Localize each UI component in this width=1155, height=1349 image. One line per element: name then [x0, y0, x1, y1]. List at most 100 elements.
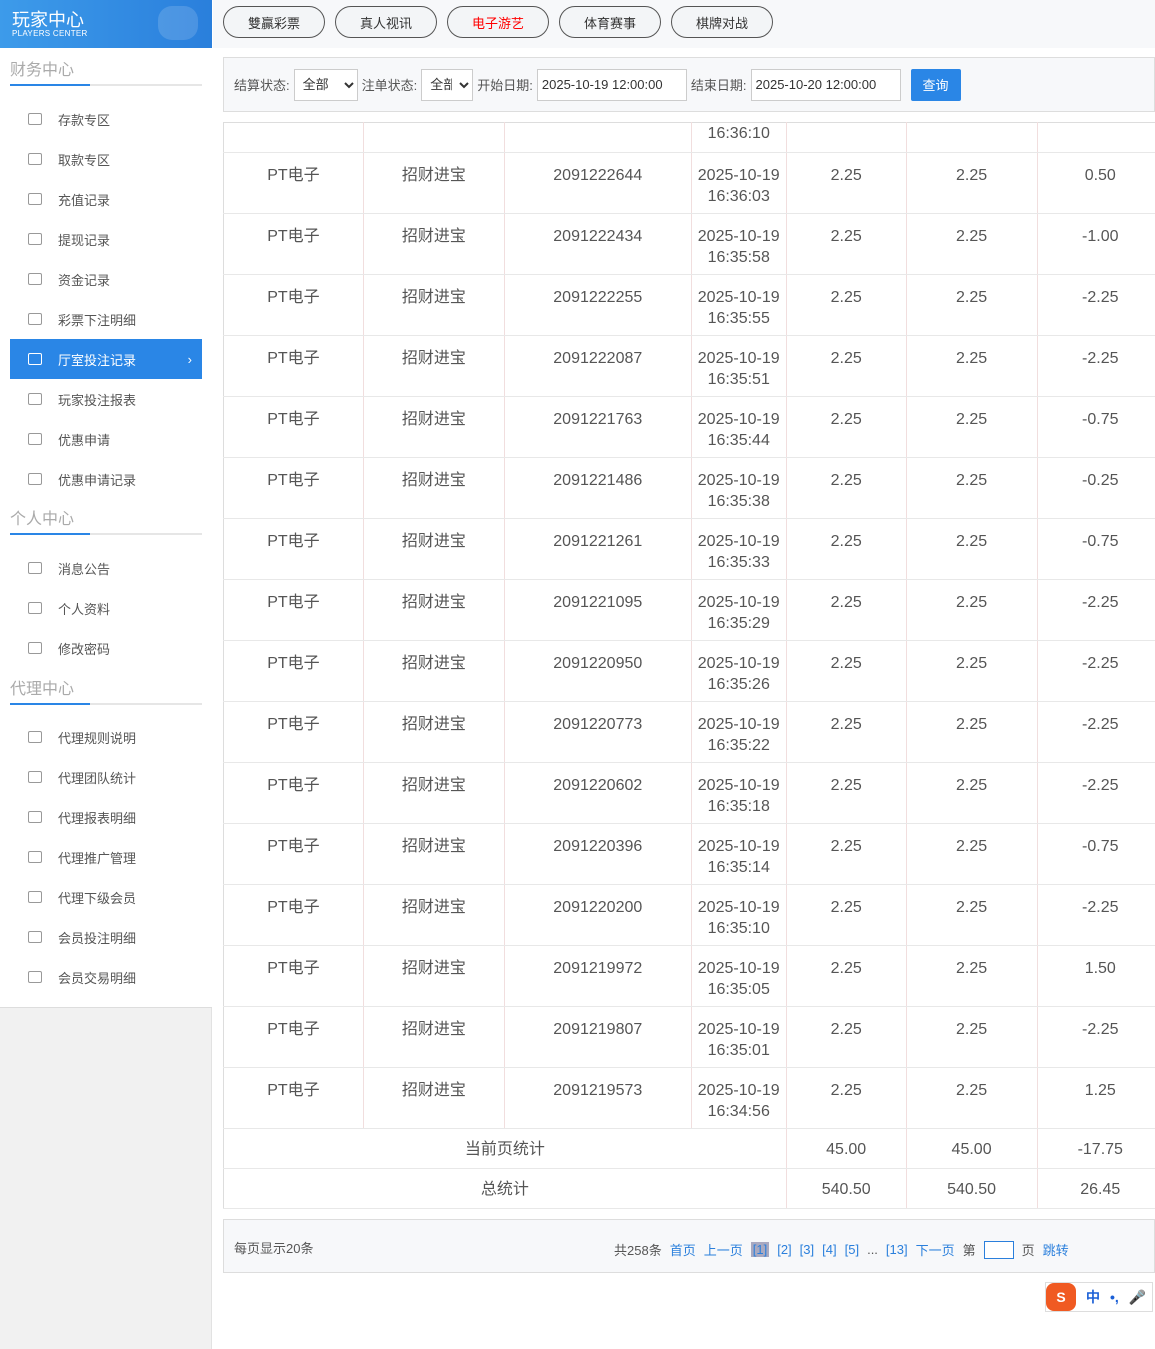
sidebar-item[interactable]: 代理下级会员: [10, 877, 202, 917]
menu-item-icon: [28, 433, 42, 445]
sidebar-item[interactable]: 修改密码: [10, 628, 202, 668]
bet-date: 2025-10-19: [697, 411, 780, 428]
page-link-3[interactable]: [3]: [799, 1242, 815, 1257]
microphone-icon[interactable]: 🎤: [1128, 1288, 1147, 1305]
table-row: PT电子 招财进宝 2091221486 2025-10-19 16:35:38 2.25…: [223, 457, 1155, 519]
sidebar-item[interactable]: 个人资料: [10, 588, 202, 628]
bet-clock: 16:35:38: [707, 493, 770, 510]
bet-date: 2025-10-19: [697, 777, 780, 794]
bet-id-cell: 2091222255: [503, 274, 692, 336]
page-link-5[interactable]: [5]: [844, 1242, 860, 1257]
sidebar-item[interactable]: 彩票下注明细: [10, 299, 202, 339]
bet-amount-cell: 2.25: [785, 152, 907, 214]
end-date-input[interactable]: [750, 68, 901, 101]
game-cell: 招财进宝: [362, 762, 505, 824]
bet-clock: 16:35:26: [707, 676, 770, 693]
sidebar-item[interactable]: 资金记录: [10, 259, 202, 299]
platform-cell: PT电子: [223, 518, 364, 580]
table-cell: [905, 122, 1038, 153]
sidebar-item[interactable]: 会员交易明细: [10, 957, 202, 997]
win-loss-cell: -0.75: [1036, 396, 1155, 458]
sidebar-item-label: 资金记录: [58, 272, 111, 288]
bet-id-cell: 2091222644: [503, 152, 692, 214]
first-page-link[interactable]: 首页: [669, 1243, 696, 1258]
table-row: PT电子 招财进宝 2091220396 2025-10-19 16:35:14 2.25…: [223, 823, 1155, 885]
page-link-13[interactable]: [13]: [885, 1242, 908, 1257]
sidebar-item[interactable]: 会员投注明细: [10, 917, 202, 957]
jump-link[interactable]: 跳转: [1042, 1243, 1069, 1258]
bet-clock: 16:35:33: [707, 554, 770, 571]
table-row: PT电子 招财进宝 2091219972 2025-10-19 16:35:05 2.25…: [223, 945, 1155, 1007]
bet-date: 2025-10-19: [697, 1082, 780, 1099]
page-link-4[interactable]: [4]: [822, 1242, 837, 1257]
valid-amount-cell: 2.25: [905, 579, 1038, 641]
game-cell: 招财进宝: [362, 701, 505, 763]
prev-page-link[interactable]: 上一页: [703, 1243, 743, 1258]
sidebar-item-label: 消息公告: [58, 561, 111, 577]
top-tab[interactable]: 棋牌对战: [671, 6, 773, 38]
top-tab[interactable]: 电子游艺: [447, 6, 549, 38]
sidebar-item[interactable]: 取款专区: [10, 139, 202, 179]
platform-cell: PT电子: [223, 274, 364, 336]
menu-item-icon: [28, 473, 42, 485]
sidebar-item[interactable]: 代理报表明细: [10, 797, 202, 837]
page-link-1[interactable]: [1]: [750, 1242, 770, 1257]
start-date-label: 开始日期:: [477, 78, 533, 93]
sidebar-item[interactable]: 消息公告: [10, 548, 202, 588]
sidebar-item[interactable]: 提现记录: [10, 219, 202, 259]
bet-time-cell: 2025-10-19 16:35:22: [690, 701, 787, 763]
table-row: 16:36:10: [223, 122, 1155, 153]
valid-amount-cell: 2.25: [905, 396, 1038, 458]
menu-item-icon: [28, 562, 42, 574]
order-status-select[interactable]: 全部: [421, 68, 474, 101]
order-status-label: 注单状态:: [361, 78, 418, 93]
game-cell: 招财进宝: [362, 518, 505, 580]
sidebar-item[interactable]: 代理推广管理: [10, 837, 202, 877]
table-row: PT电子 招财进宝 2091220200 2025-10-19 16:35:10 2.25…: [223, 884, 1155, 946]
valid-amount-cell: 2.25: [905, 884, 1038, 946]
ime-toolbar[interactable]: S 中 •, 🎤: [1045, 1282, 1153, 1312]
bet-date: 2025-10-19: [697, 899, 780, 916]
top-tab[interactable]: 雙贏彩票: [223, 6, 325, 38]
table-cell: [503, 122, 692, 153]
sidebar-item-label: 代理团队统计: [58, 770, 137, 786]
bet-clock: 16:35:10: [707, 920, 770, 937]
sidebar-item[interactable]: 代理规则说明: [10, 717, 202, 757]
start-date-input[interactable]: [536, 68, 687, 101]
sidebar-item[interactable]: 代理团队统计: [10, 757, 202, 797]
platform-cell: PT电子: [223, 823, 364, 885]
settle-status-select[interactable]: 全部: [293, 68, 358, 101]
sidebar-item[interactable]: 存款专区: [10, 99, 202, 139]
bet-date: 2025-10-19: [697, 472, 780, 489]
menu-item-icon: [28, 971, 42, 983]
sidebar-item-label: 玩家投注报表: [58, 392, 137, 408]
bet-time-cell: 2025-10-19 16:35:26: [690, 640, 787, 702]
ime-language[interactable]: 中: [1086, 1289, 1100, 1305]
next-page-link[interactable]: 下一页: [915, 1243, 955, 1258]
bet-id-cell: 2091220396: [503, 823, 692, 885]
top-tab[interactable]: 体育赛事: [559, 6, 661, 38]
top-tab[interactable]: 真人视讯: [335, 6, 437, 38]
goto-page-input[interactable]: [983, 1240, 1014, 1259]
query-button[interactable]: 查询: [910, 68, 961, 101]
bet-time-cell: 2025-10-19 16:35:10: [690, 884, 787, 946]
bet-id-cell: 2091221486: [503, 457, 692, 519]
ime-punctuation[interactable]: •,: [1110, 1289, 1119, 1305]
sidebar-item[interactable]: 厅室投注记录 ›: [10, 339, 202, 379]
sidebar-item[interactable]: 优惠申请: [10, 419, 202, 459]
sidebar-item[interactable]: 优惠申请记录: [10, 459, 202, 499]
platform-cell: PT电子: [223, 701, 364, 763]
bet-id-cell: 2091222087: [503, 335, 692, 397]
bet-time-cell: 2025-10-19 16:35:14: [690, 823, 787, 885]
page-link-2[interactable]: [2]: [777, 1242, 792, 1257]
win-loss-cell: -0.25: [1036, 457, 1155, 519]
bet-date: 2025-10-19: [697, 1021, 780, 1038]
summary-value: 45.00: [785, 1128, 907, 1169]
sidebar-item[interactable]: 充值记录: [10, 179, 202, 219]
sidebar-item[interactable]: 玩家投注报表: [10, 379, 202, 419]
bet-clock: 16:35:01: [707, 1042, 770, 1059]
menu-item-icon: [28, 233, 42, 245]
sidebar-item-label: 优惠申请: [58, 432, 111, 448]
valid-amount-cell: 2.25: [905, 274, 1038, 336]
sidebar: [0, 0, 212, 1349]
